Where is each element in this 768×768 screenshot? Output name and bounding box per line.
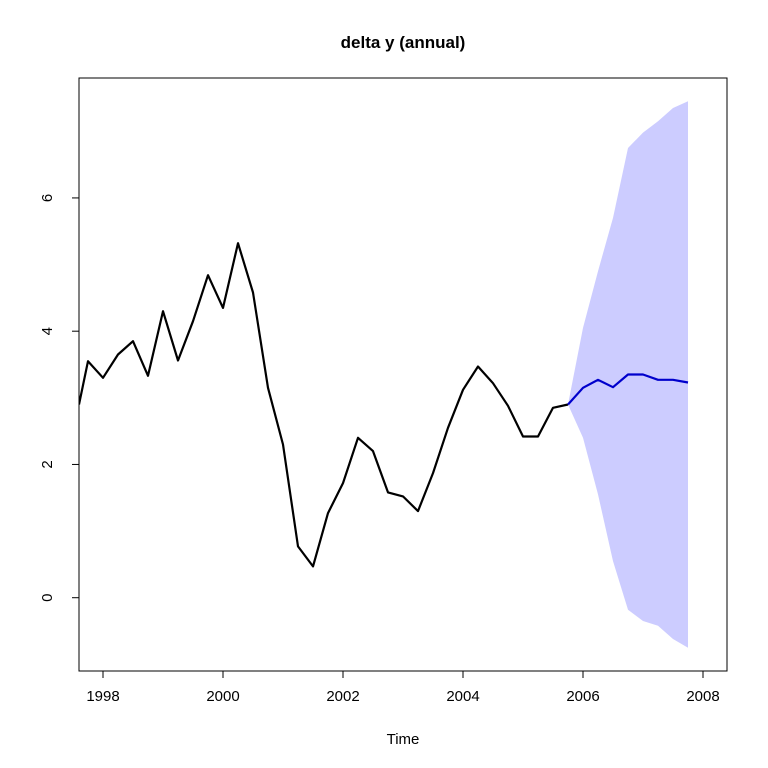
series-layer — [79, 242, 689, 568]
y-tick-label: 2 — [39, 460, 56, 468]
y-tick-label: 0 — [39, 594, 56, 602]
y-tick-label: 4 — [39, 327, 56, 335]
x-tick-label: 2000 — [206, 688, 239, 705]
x-tick-label: 2008 — [686, 688, 719, 705]
forecast-series-line — [567, 373, 689, 406]
axis-layer: 1998 2000 2002 2004 2006 2008 0 2 4 6 — [39, 194, 720, 705]
plot-frame — [78, 77, 728, 672]
x-tick-label: 2002 — [326, 688, 359, 705]
x-axis-label: Time — [387, 731, 420, 748]
x-tick-label: 1998 — [86, 688, 119, 705]
chart-title: delta y (annual) — [341, 33, 466, 52]
x-tick-label: 2006 — [566, 688, 599, 705]
x-tick-label: 2004 — [446, 688, 479, 705]
observed-series-line — [79, 242, 569, 568]
y-tick-label: 6 — [39, 194, 56, 202]
